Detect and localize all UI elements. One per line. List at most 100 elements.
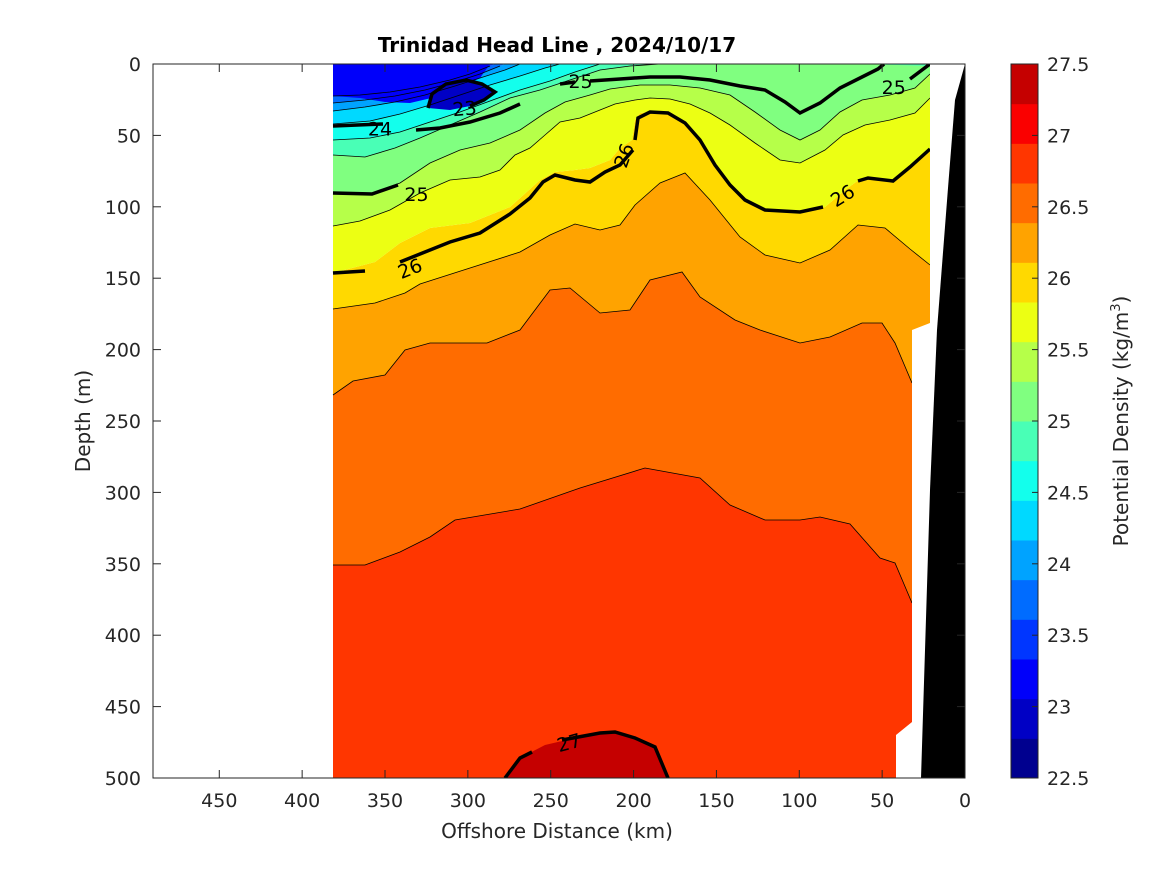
band-23.25-23.5 (333, 64, 505, 103)
band-24.25-24.5 (333, 64, 930, 157)
colorbar-tick-label: 26.5 (1047, 197, 1089, 219)
contour-lines-thin (332, 64, 931, 604)
contour-label: 25 (404, 184, 428, 206)
y-tick-label: 250 (105, 411, 141, 433)
colorbar-segment (1011, 143, 1038, 184)
y-axis-ticks: 0 50 100 150 200 250 300 350 400 450 500 (105, 54, 965, 790)
contour-line-25.75 (332, 97, 931, 227)
contour-line-23.5 (332, 65, 491, 97)
contour-label: 23 (452, 97, 478, 121)
x-tick-label: 350 (367, 790, 403, 812)
y-tick-label: 200 (105, 340, 141, 362)
shelf-gap (896, 722, 912, 778)
contour-line-26.5 (332, 271, 913, 396)
contour-line-26c (633, 110, 824, 214)
contour-line-25d (908, 64, 932, 81)
y-tick-label: 100 (105, 197, 141, 219)
colorbar-segment (1011, 579, 1038, 620)
contour-label-text: 25 (882, 77, 906, 99)
colorbar-segment (1011, 619, 1038, 660)
contour-line-24.5 (332, 64, 561, 125)
colorbar-segment (1011, 421, 1038, 462)
contour-line-25 (332, 183, 399, 196)
contour-label-text: 23 (452, 97, 478, 121)
contour-line-26.75 (333, 467, 913, 604)
x-tick-label: 50 (870, 790, 894, 812)
contour-line-27 (503, 750, 533, 778)
colorbar-segment (1011, 500, 1038, 541)
band-24.5-24.75 (333, 64, 930, 194)
x-tick-label: 200 (615, 790, 651, 812)
colorbar-tick-label: 27 (1047, 125, 1071, 147)
colorbar-segment (1011, 381, 1038, 422)
colorbar-segment (1011, 262, 1038, 303)
y-axis-label: Depth (m) (71, 370, 95, 472)
contour-line-26b (399, 148, 635, 264)
contour-label-text: 24 (368, 118, 392, 140)
colorbar-tick-label: 22.5 (1047, 768, 1089, 790)
x-tick-label: 250 (533, 790, 569, 812)
contour-line-26.25 (332, 172, 931, 310)
band-26.25-26.5 (333, 272, 912, 603)
contour-line-24.25 (332, 64, 521, 112)
contour-line-25b (589, 64, 886, 116)
y-tick-label: 150 (105, 268, 141, 290)
colorbar-segment (1011, 540, 1038, 581)
band-25-25.5 (333, 98, 930, 273)
colorbar-segment (1011, 460, 1038, 501)
contour-line-26d (857, 147, 932, 183)
colorbar-tick-label: 23 (1047, 697, 1071, 719)
colorbar-segment (1011, 302, 1038, 343)
band-26.5-27 (333, 468, 912, 778)
bathymetry-layer (896, 64, 965, 778)
contour-line-24.75 (332, 64, 601, 141)
colorbar-label-main: Potential Density (kg/m (1109, 312, 1133, 547)
colorbar-label-end: ) (1109, 296, 1133, 304)
colorbar-segment (1011, 222, 1038, 263)
band-27-plus (505, 732, 668, 778)
contour-line-24b (415, 102, 521, 132)
colorbar-segment (1011, 738, 1038, 779)
contour-label-text: 25 (404, 184, 428, 206)
colorbar-segment (1011, 341, 1038, 382)
colorbar-tick-label: 25.5 (1047, 340, 1089, 362)
contour-line-23 (426, 78, 499, 109)
y-tick-label: 300 (105, 482, 141, 504)
band-26-26.25 (333, 173, 930, 395)
colorbar-segment (1011, 103, 1038, 144)
y-tick-label: 450 (105, 697, 141, 719)
x-axis-ticks: 450 400 350 300 250 200 150 100 50 0 (201, 64, 971, 812)
contour-label-text: 25 (568, 71, 592, 93)
colorbar-tick-label: 26 (1047, 268, 1071, 290)
contour-label: 24 (368, 118, 392, 140)
y-tick-label: 350 (105, 554, 141, 576)
seafloor-bathymetry (921, 64, 965, 778)
colorbar-segment (1011, 659, 1038, 700)
colorbar-label: Potential Density (kg/m3) (1109, 296, 1133, 547)
colorbar-tick-label: 24 (1047, 554, 1071, 576)
colorbar-tick-label: 25 (1047, 411, 1071, 433)
y-tick-label: 400 (105, 625, 141, 647)
colorbar-segment (1011, 698, 1038, 739)
contour-line-27b (561, 730, 670, 778)
colorbar-tick-label: 24.5 (1047, 482, 1089, 504)
x-tick-label: 0 (959, 790, 971, 812)
x-tick-label: 100 (781, 790, 817, 812)
x-tick-label: 150 (698, 790, 734, 812)
x-tick-label: 400 (284, 790, 320, 812)
contour-label: 25 (568, 71, 592, 93)
contour-line-23.75 (332, 65, 501, 104)
y-tick-label: 0 (129, 54, 141, 76)
colorbar-tick-label: 23.5 (1047, 625, 1089, 647)
band-core-23 (428, 80, 495, 110)
band-22.75-23 (333, 64, 490, 103)
x-tick-label: 300 (450, 790, 486, 812)
contour-line-24 (332, 122, 384, 128)
colorbar-segment (1011, 183, 1038, 224)
colorbar-tick-label: 27.5 (1047, 54, 1089, 76)
colorbar: 22.5 23 23.5 24 24.5 25 25.5 26 26.5 27 27.5 (1010, 54, 1089, 790)
band-24.75-25 (333, 74, 930, 226)
y-tick-label: 500 (105, 768, 141, 790)
contour-lines-labeled (332, 64, 932, 778)
